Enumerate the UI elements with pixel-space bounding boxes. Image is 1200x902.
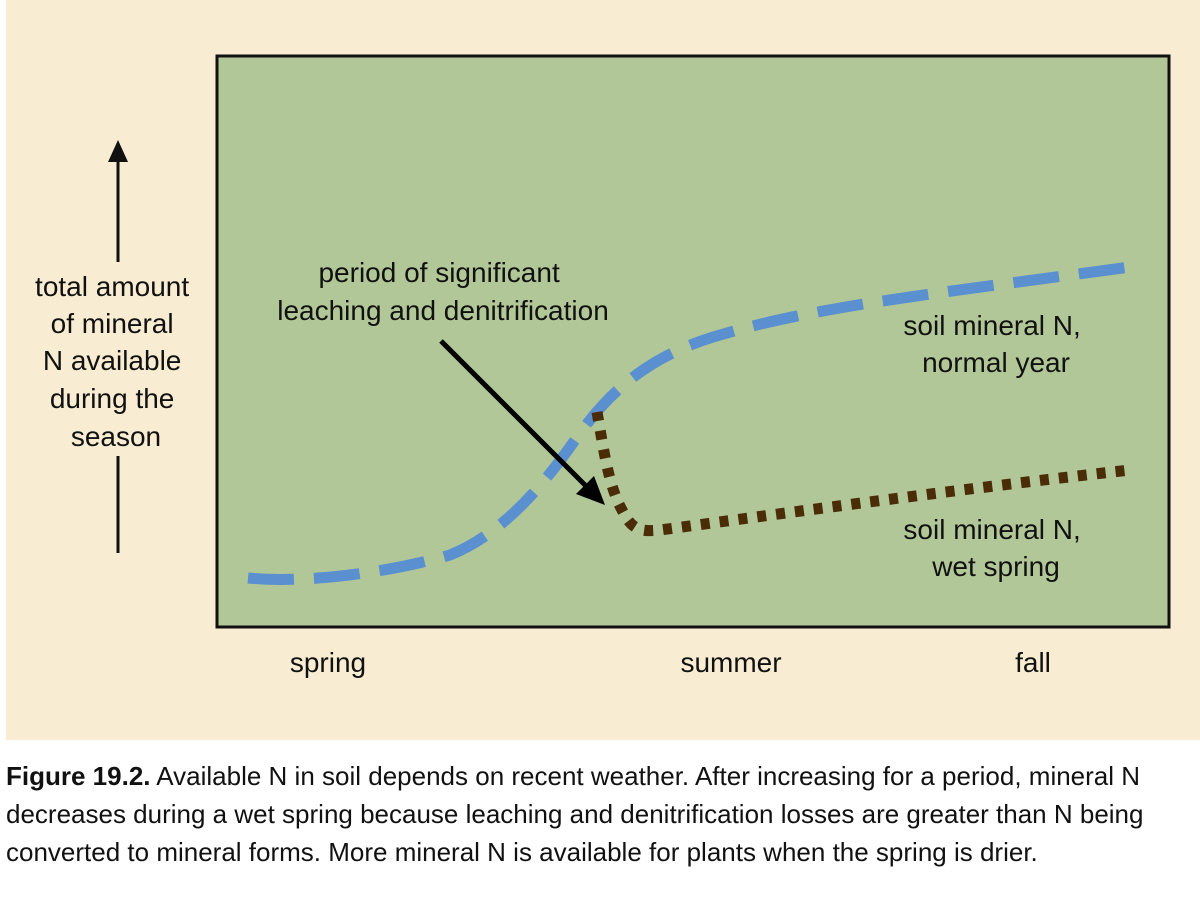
y-axis-label-line: total amount bbox=[35, 271, 189, 302]
annotation-arrow bbox=[439, 339, 605, 505]
caption-text: Available N in soil depends on recent we… bbox=[6, 761, 1144, 867]
y-axis-label-line: season bbox=[71, 421, 161, 452]
x-label-summer: summer bbox=[680, 647, 781, 678]
wet-spring-curve bbox=[591, 411, 1131, 537]
normal-year-curve bbox=[247, 260, 1138, 585]
x-label-fall: fall bbox=[1015, 647, 1051, 678]
wet-spring-label-line: wet spring bbox=[931, 551, 1060, 582]
normal-year-label-line: normal year bbox=[922, 347, 1070, 378]
figure-label: Figure 19.2. bbox=[6, 761, 151, 791]
annotation-line: leaching and denitrification bbox=[277, 295, 609, 326]
wet-spring-label: soil mineral N, wet spring bbox=[903, 514, 1088, 582]
y-axis-arrow bbox=[108, 140, 128, 553]
leaching-annotation: period of significant leaching and denit… bbox=[277, 257, 609, 326]
figure-caption: Figure 19.2. Available N in soil depends… bbox=[6, 757, 1196, 871]
wet-spring-label-line: soil mineral N, bbox=[903, 514, 1080, 545]
y-axis-label-line: during the bbox=[50, 383, 175, 414]
annotation-line: period of significant bbox=[318, 257, 559, 288]
y-axis-label-line: of mineral bbox=[51, 308, 174, 339]
y-axis-label: total amount of mineral N available duri… bbox=[35, 271, 197, 452]
diagram: total amount of mineral N available duri… bbox=[35, 54, 1171, 678]
normal-year-label-line: soil mineral N, bbox=[903, 310, 1080, 341]
normal-year-label: soil mineral N, normal year bbox=[903, 310, 1088, 378]
y-axis-label-line: N available bbox=[43, 345, 182, 376]
x-label-spring: spring bbox=[290, 647, 366, 678]
